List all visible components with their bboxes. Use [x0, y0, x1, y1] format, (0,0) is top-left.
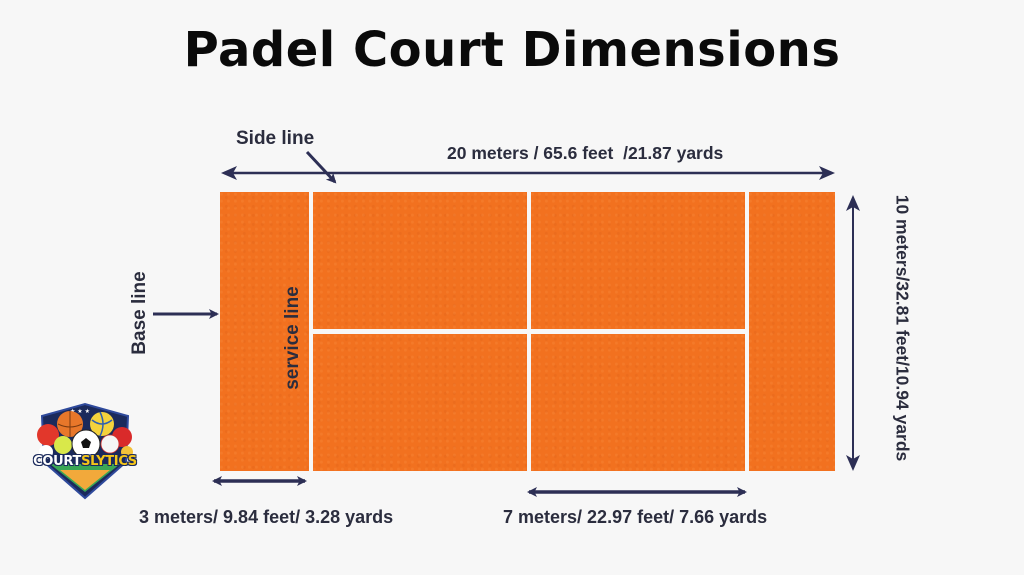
side-line-pointer-arrow: [305, 150, 337, 184]
court-back-zone-right: [749, 192, 835, 471]
logo-text: COURTSLYTICS: [33, 454, 137, 469]
courtslytics-logo: ★ ★ ★ COURTSLYTICS: [30, 402, 140, 500]
court-service-box-bottom-right: [531, 334, 745, 471]
base-line-label: Base line: [129, 271, 150, 355]
side-line-label: Side line: [236, 128, 315, 149]
court-service-box-bottom-left: [313, 334, 527, 471]
service-line-label: service line: [282, 286, 303, 390]
service-zone-label: 7 meters/ 22.97 feet/ 7.66 yards: [503, 507, 768, 527]
court-back-zone-left: [220, 192, 309, 471]
svg-text:★ ★ ★: ★ ★ ★: [70, 408, 90, 415]
court-service-box-top-right: [531, 192, 745, 329]
length-label: 20 meters / 65.6 feet /21.87 yards: [447, 143, 724, 163]
width-label: 10 meters/32.81 feet/10.94 yards: [892, 194, 913, 462]
court-service-box-top-left: [313, 192, 527, 329]
sports-balls-shield-icon: ★ ★ ★: [37, 402, 133, 500]
back-zone-label: 3 meters/ 9.84 feet/ 3.28 yards: [139, 507, 394, 527]
page-title: Padel Court Dimensions: [183, 22, 841, 78]
